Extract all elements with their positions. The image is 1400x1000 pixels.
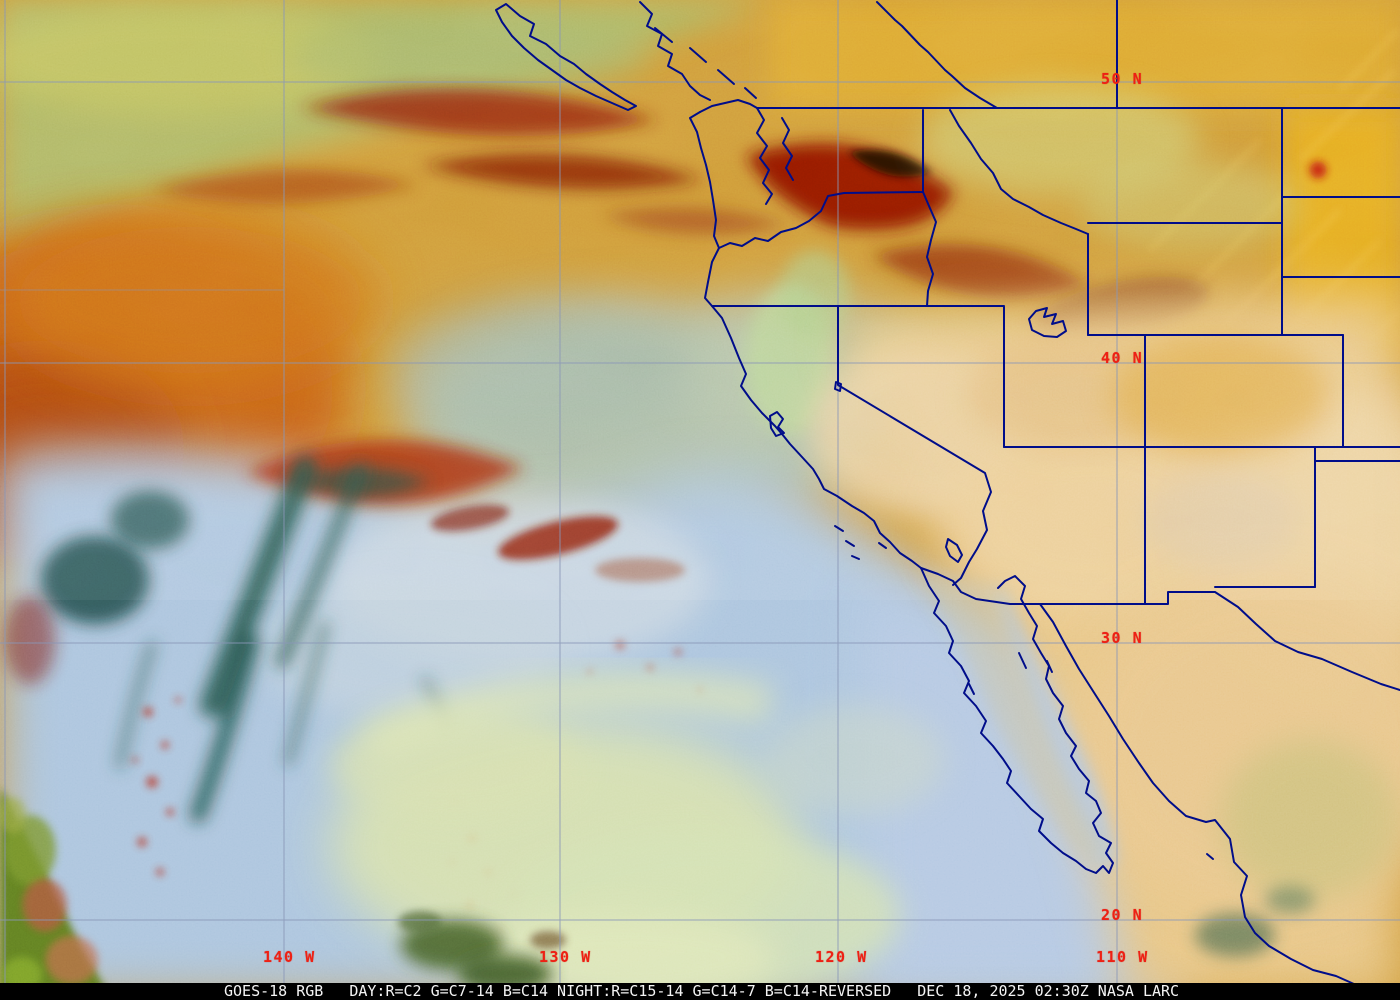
latitude-label-30n: 30 N	[1101, 629, 1144, 647]
credit-label: NASA LARC	[1097, 982, 1180, 1000]
longitude-label-120w: 120 W	[815, 948, 868, 966]
latitude-label-40n: 40 N	[1101, 349, 1144, 367]
longitude-label-140w: 140 W	[263, 948, 316, 966]
rgb-recipe: DAY:R=C2 G=C7-14 B=C14 NIGHT:R=C15-14 G=…	[349, 982, 892, 1000]
status-bar: GOES-18 RGB DAY:R=C2 G=C7-14 B=C14 NIGHT…	[0, 983, 1400, 1000]
map-borders	[495, 0, 1400, 1000]
product-name: GOES-18 RGB	[224, 982, 324, 1000]
latitude-label-50n: 50 N	[1101, 70, 1144, 88]
longitude-label-110w: 110 W	[1096, 948, 1149, 966]
longitude-label-130w: 130 W	[539, 948, 592, 966]
image-timestamp: DEC 18, 2025 02:30Z	[917, 982, 1089, 1000]
latitude-label-20n: 20 N	[1101, 906, 1144, 924]
